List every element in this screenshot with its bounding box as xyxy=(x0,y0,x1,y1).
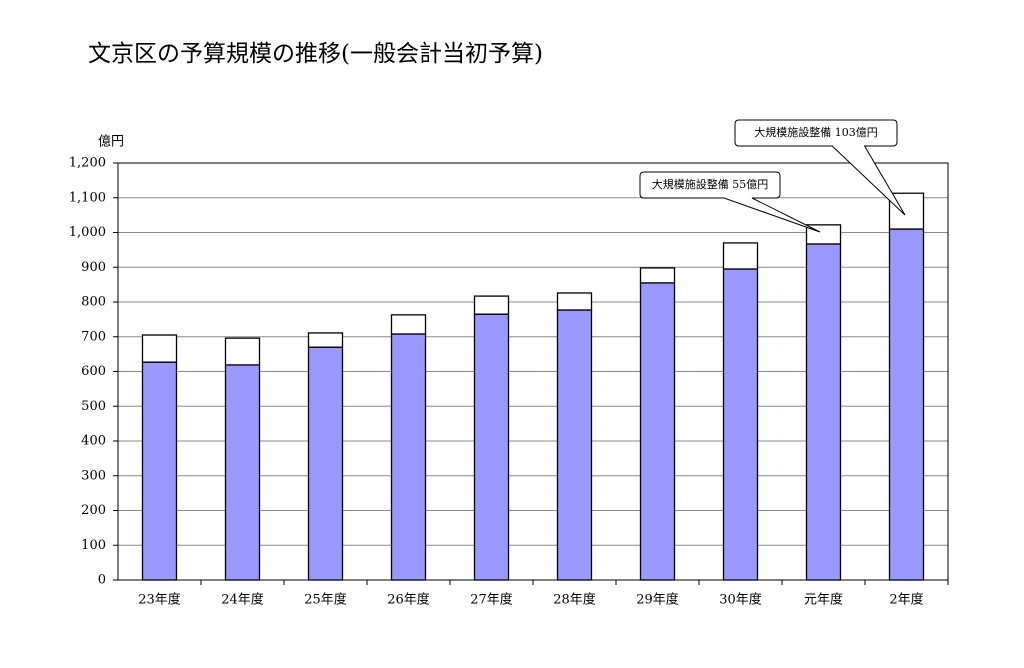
x-tick-label: 30年度 xyxy=(719,592,762,608)
x-tick-label: 27年度 xyxy=(470,592,513,608)
y-tick-label: 1,100 xyxy=(69,190,106,205)
y-tick-label: 200 xyxy=(81,503,106,518)
x-tick-label: 29年度 xyxy=(636,592,679,608)
x-tick-label: 25年度 xyxy=(304,592,347,608)
bar-segment xyxy=(307,332,344,348)
chart-title: 文京区の予算規模の推移(一般会計当初予算) xyxy=(88,41,543,67)
y-tick-label: 100 xyxy=(81,538,106,553)
y-axis-label: 億円 xyxy=(98,134,124,150)
bar-segment xyxy=(307,346,344,581)
x-tick-label: 26年度 xyxy=(387,592,430,608)
callout xyxy=(639,171,821,233)
bar-segment xyxy=(722,268,759,581)
callout xyxy=(734,119,906,216)
bar-segment xyxy=(556,309,593,581)
bar-segment xyxy=(224,364,261,581)
y-tick-label: 300 xyxy=(81,468,106,483)
y-tick-label: 400 xyxy=(81,434,106,449)
bar-segment xyxy=(473,295,510,315)
bar-segment xyxy=(556,292,593,311)
bar-segment xyxy=(722,242,759,270)
bar-segment xyxy=(473,313,510,581)
bar-segment xyxy=(639,267,676,284)
y-tick-label: 800 xyxy=(81,295,106,310)
y-tick-label: 1,200 xyxy=(69,156,106,171)
x-tick-label: 24年度 xyxy=(221,592,264,608)
y-tick-label: 600 xyxy=(81,364,106,379)
y-tick-label: 900 xyxy=(81,260,106,275)
bar-segment xyxy=(141,361,178,581)
bar-segment xyxy=(888,228,925,581)
x-tick-label: 28年度 xyxy=(553,592,596,608)
y-tick-label: 500 xyxy=(81,399,106,414)
x-tick-label: 2年度 xyxy=(889,592,923,608)
y-tick-label: 700 xyxy=(81,329,106,344)
bar-segment xyxy=(805,243,842,581)
bar-segment xyxy=(390,314,427,335)
y-tick-label: 1,000 xyxy=(69,225,106,240)
bar-segment xyxy=(224,337,261,366)
y-tick-label: 0 xyxy=(98,573,106,588)
annotation: 大規模施設整備 103億円 xyxy=(754,125,878,139)
x-tick-label: 元年度 xyxy=(804,592,843,608)
x-tick-label: 23年度 xyxy=(138,592,181,608)
bar-segment xyxy=(141,334,178,363)
bar-segment xyxy=(639,282,676,581)
annotation: 大規模施設整備 55億円 xyxy=(652,177,769,191)
bar-segment xyxy=(390,333,427,581)
